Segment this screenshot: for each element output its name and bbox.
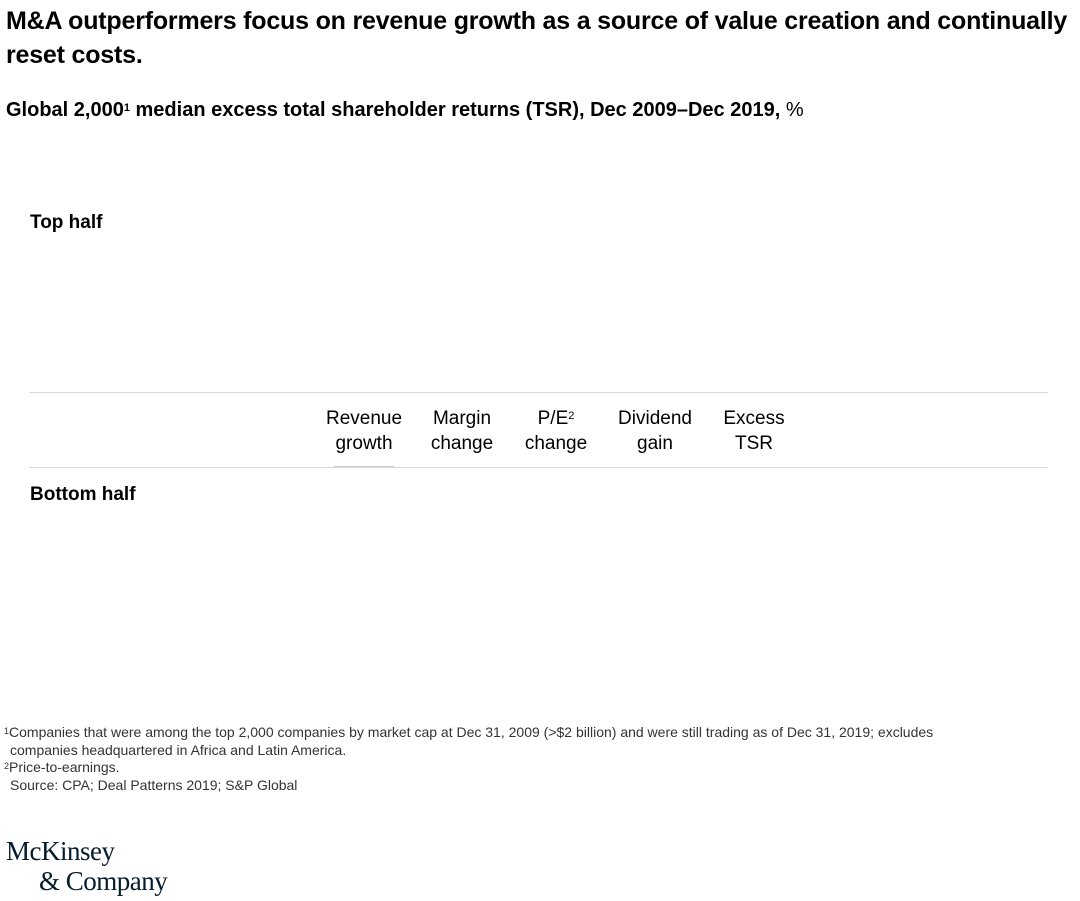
category-label-excess-tsr: Excess TSR [704, 406, 804, 456]
footnotes: 1Companies that were among the top 2,000… [4, 724, 1074, 794]
category-label-line1: P/E [537, 408, 569, 429]
category-label-line1: Excess [723, 408, 785, 429]
footnote-2: 2Price-to-earnings. [4, 759, 1074, 777]
category-label-dividend-gain: Dividend gain [605, 406, 705, 456]
category-label-margin-change: Margin change [412, 406, 512, 456]
chart-area: Top half Revenue growth Margin change P/… [29, 212, 1048, 505]
logo-line1: McKinsey [6, 836, 115, 866]
category-label-line2: TSR [735, 433, 773, 454]
subtitle-unit: % [780, 99, 804, 121]
category-label-line1: Revenue [325, 408, 403, 429]
panel-label-bottom-half: Bottom half [30, 484, 136, 505]
axis-divider-top [29, 392, 1048, 393]
chart-title: M&A outperformers focus on revenue growt… [6, 7, 1068, 69]
category-label-line1: Margin [432, 408, 492, 429]
footnote-1-text: Companies that were among the top 2,000 … [9, 724, 934, 740]
category-label-line2: change [430, 433, 494, 454]
source-note: Source: CPA; Deal Patterns 2019; S&P Glo… [10, 776, 298, 793]
subtitle-main: Global 2,000 [6, 99, 124, 121]
footnote-1-continued: companies headquartered in Africa and La… [10, 741, 347, 758]
category-label-pe-change: P/E2 change [506, 406, 606, 456]
footnote-marker: 1 [4, 726, 10, 736]
footnote-1: 1Companies that were among the top 2,000… [4, 724, 1074, 742]
category-label-line2: gain [637, 433, 673, 454]
category-label-line2: growth [335, 433, 393, 454]
mckinsey-logo: McKinsey & Company [6, 836, 168, 896]
category-label-line1: Dividend [618, 408, 692, 429]
chart-subtitle: Global 2,0001 median excess total shareh… [6, 96, 1076, 124]
subtitle-footnote-marker: 1 [123, 102, 130, 114]
footnote-marker: 2 [4, 761, 10, 771]
axis-divider-bottom [29, 467, 1048, 468]
subtitle-rest: median excess total shareholder returns … [129, 99, 781, 121]
footnote-2-text: Price-to-earnings. [9, 759, 120, 775]
category-footnote-marker: 2 [568, 410, 575, 422]
category-label-line2: change [524, 433, 588, 454]
panel-label-top-half: Top half [30, 212, 103, 233]
logo-line2: & Company [39, 866, 168, 896]
category-label-revenue-growth: Revenue growth [314, 406, 414, 456]
